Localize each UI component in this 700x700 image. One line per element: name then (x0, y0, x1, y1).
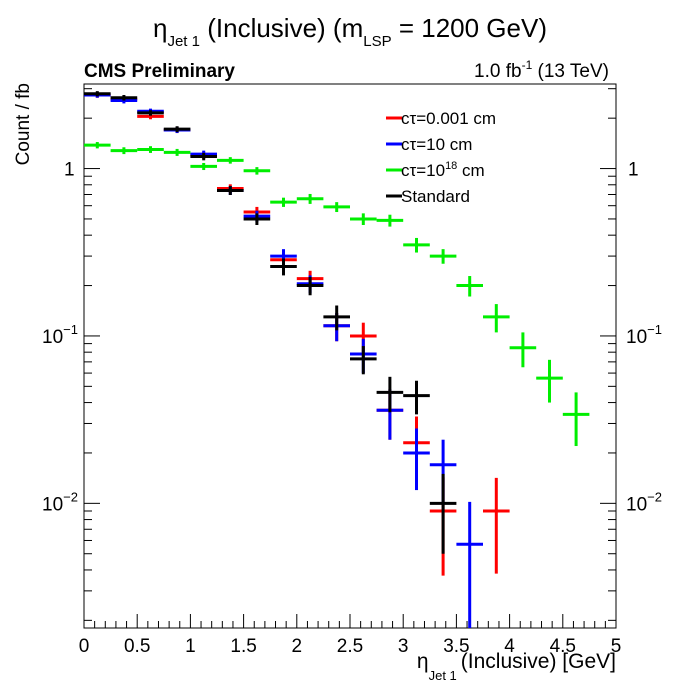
y-tick-label-right: 1 (628, 160, 639, 181)
axes: 0 0.5 1 1.5 2 2.5 3 3.5 4 4.5 5 1 1 10−1 10−1 10−2 10−2 (42, 88, 662, 657)
x-tick-label: 0.5 (124, 636, 150, 657)
y-tick-label-right: 10−2 (626, 489, 662, 515)
plot-frame (83, 83, 617, 629)
x-tick-label: 3 (398, 636, 409, 657)
x-tick-label: 4.5 (550, 636, 576, 657)
x-tick-label: 1.5 (230, 636, 256, 657)
x-tick-label: 1 (185, 636, 196, 657)
y-tick-label: 1 (64, 160, 75, 181)
x-tick-label: 5 (611, 636, 622, 657)
x-tick-label: 0 (79, 636, 90, 657)
x-tick-label: 4 (504, 636, 515, 657)
x-tick-label: 2.5 (337, 636, 363, 657)
series-2 (84, 142, 590, 447)
legend: cτ=0.001 cm cτ=10 cm cτ=1018 cm Standard (386, 109, 496, 206)
chart-title: ηJet 1 (Inclusive) (mLSP = 1200 GeV) (153, 13, 547, 50)
legend-label-green: cτ=1018 cm (401, 160, 485, 180)
series-3 (84, 91, 457, 554)
legend-label-blue: cτ=10 cm (401, 135, 472, 154)
y-tick-label: 10−2 (42, 489, 78, 515)
luminosity-label: 1.0 fb-1 (13 TeV) (474, 58, 609, 82)
legend-entry-black: Standard (386, 187, 470, 206)
legend-entry-blue: cτ=10 cm (386, 135, 472, 154)
y-tick-label-right: 10−1 (626, 322, 662, 348)
legend-entry-red: cτ=0.001 cm (386, 109, 496, 128)
experiment-label: CMS Preliminary (84, 61, 235, 82)
x-tick-label: 2 (292, 636, 303, 657)
y-tick-label: 10−1 (42, 322, 78, 348)
y-axis-label: Count / fb (13, 83, 34, 165)
legend-label-red: cτ=0.001 cm (401, 109, 496, 128)
legend-label-black: Standard (401, 187, 470, 206)
series-layer (84, 91, 590, 628)
x-tick-label: 3.5 (443, 636, 469, 657)
legend-entry-green: cτ=1018 cm (386, 160, 485, 180)
x-axis-label: ηJet 1(Inclusive) [GeV] (417, 650, 616, 683)
